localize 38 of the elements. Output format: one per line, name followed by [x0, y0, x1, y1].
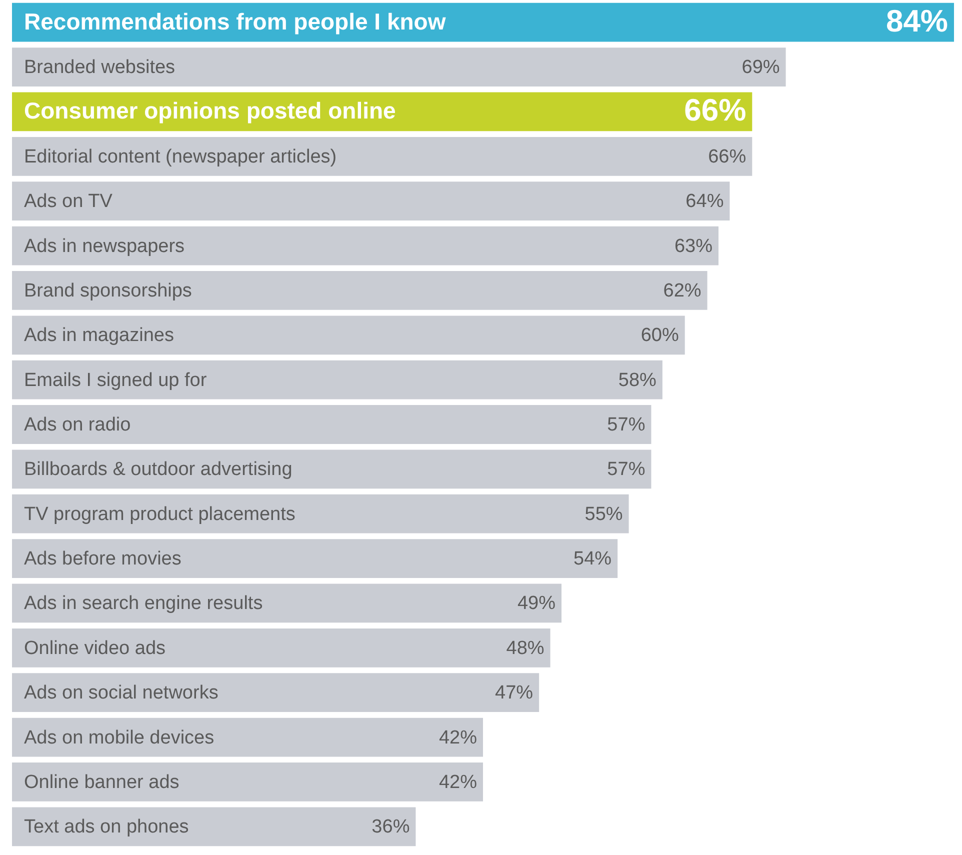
y-tick-label: Online video ads [24, 638, 166, 659]
y-tick-label: Brand sponsorships [24, 280, 192, 302]
data-label: 36% [372, 816, 410, 838]
y-tick-label: Consumer opinions posted online [24, 98, 396, 124]
data-label: 62% [663, 280, 702, 302]
y-tick-label: Text ads on phones [24, 816, 189, 838]
data-label: 66% [684, 92, 746, 128]
y-tick-label: Editorial content (newspaper articles) [24, 146, 337, 168]
data-label: 42% [438, 727, 478, 748]
data-label: 49% [517, 593, 556, 614]
data-label: 57% [607, 459, 646, 480]
data-label: 57% [607, 414, 646, 436]
y-tick-label: Recommendations from people I know [24, 8, 446, 34]
data-label: 84% [886, 3, 948, 38]
y-tick-label: Online banner ads [24, 772, 180, 793]
data-label: 58% [618, 370, 657, 391]
data-label: 64% [686, 191, 724, 212]
y-tick-label: Billboards & outdoor advertising [24, 459, 292, 480]
data-label: 69% [742, 57, 780, 78]
data-label: 55% [584, 504, 623, 525]
y-tick-label: Emails I signed up for [24, 370, 208, 391]
y-tick-label: Ads in magazines [24, 325, 174, 346]
y-tick-label: Branded websites [24, 57, 176, 78]
data-label: 48% [506, 638, 544, 659]
data-label: 42% [438, 772, 478, 793]
y-tick-label: Ads in search engine results [24, 593, 263, 614]
y-tick-label: Ads in newspapers [24, 236, 185, 257]
data-label: 66% [708, 146, 746, 168]
data-label: 63% [674, 236, 713, 257]
data-label: 60% [640, 325, 679, 346]
y-tick-label: Ads on social networks [24, 682, 218, 704]
y-tick-label: Ads on TV [24, 191, 113, 212]
y-tick-label: Ads on radio [24, 414, 131, 436]
y-tick-label: TV program product placements [24, 504, 296, 525]
data-label: 47% [495, 682, 534, 704]
data-label: 54% [574, 548, 612, 570]
y-tick-label: Ads on mobile devices [24, 727, 214, 748]
y-tick-label: Ads before movies [24, 548, 182, 570]
